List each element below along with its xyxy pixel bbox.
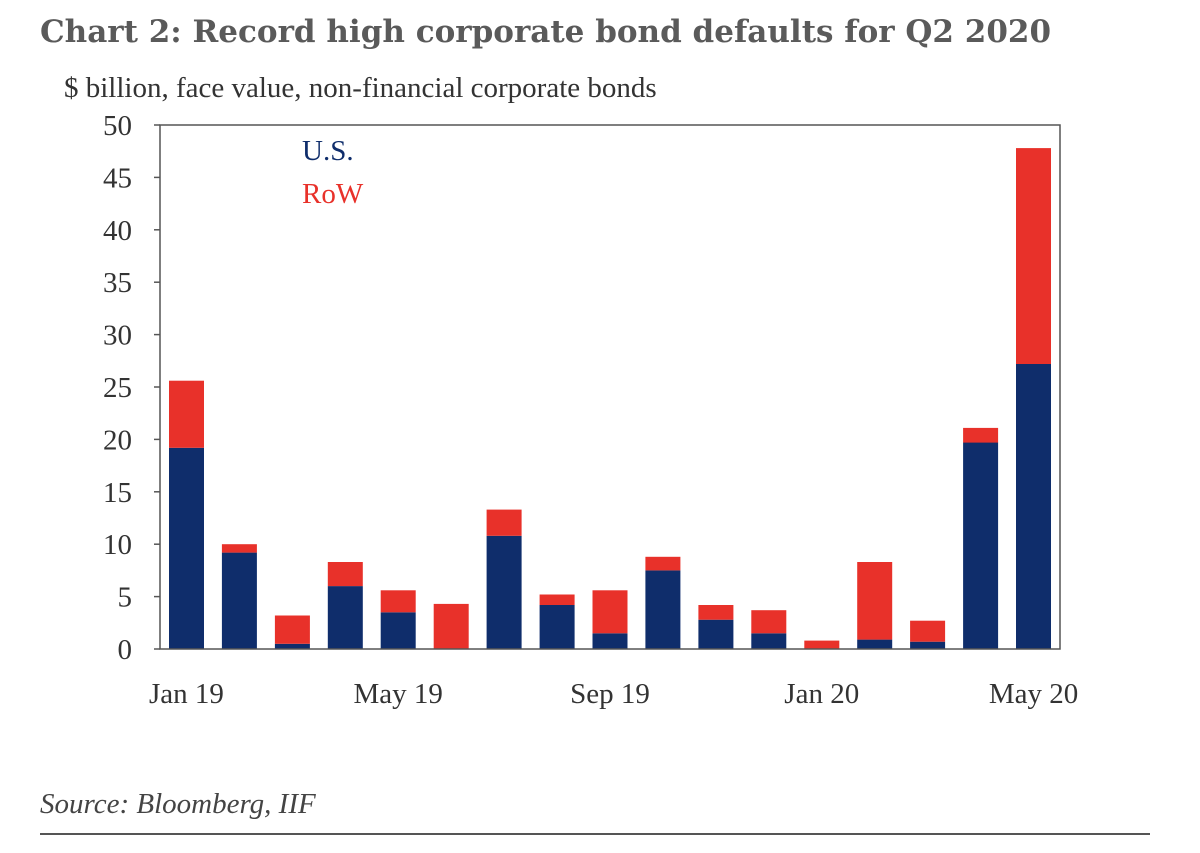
bar-us-jul-19 bbox=[486, 535, 522, 649]
y-tick-label: 50 bbox=[103, 110, 132, 142]
bar-row-mar-20 bbox=[910, 620, 946, 642]
footer-divider bbox=[40, 833, 1150, 835]
y-tick-label: 30 bbox=[103, 320, 132, 352]
x-tick-label: Jan 20 bbox=[784, 678, 859, 710]
bar-us-oct-19 bbox=[645, 570, 681, 649]
y-tick-label: 25 bbox=[103, 372, 132, 404]
bar-row-may-19 bbox=[380, 590, 416, 613]
y-tick-label: 45 bbox=[103, 162, 132, 194]
y-tick-label: 40 bbox=[103, 215, 132, 247]
bar-row-feb-19 bbox=[221, 544, 257, 553]
bar-us-may-19 bbox=[380, 612, 416, 649]
y-tick-label: 35 bbox=[103, 267, 132, 299]
bar-us-mar-20 bbox=[910, 641, 946, 649]
legend-us: U.S. bbox=[302, 135, 354, 167]
bar-us-nov-19 bbox=[698, 619, 734, 649]
plot-frame bbox=[159, 124, 1061, 650]
bar-us-mar-19 bbox=[274, 643, 310, 649]
x-tick-label: Sep 19 bbox=[570, 678, 650, 710]
x-tick-label: May 19 bbox=[354, 678, 443, 710]
bar-row-nov-19 bbox=[698, 605, 734, 620]
bar-row-dec-19 bbox=[751, 610, 787, 634]
bar-us-feb-20 bbox=[857, 639, 893, 649]
bar-row-jan-19 bbox=[169, 380, 204, 448]
bar-row-jun-19 bbox=[433, 603, 469, 649]
y-tick-label: 10 bbox=[103, 529, 132, 561]
bar-us-feb-19 bbox=[221, 552, 257, 649]
bar-row-jan-20 bbox=[804, 640, 840, 649]
chart-title: Chart 2: Record high corporate bond defa… bbox=[40, 14, 1052, 50]
y-tick-label: 0 bbox=[118, 634, 133, 666]
bar-row-aug-19 bbox=[539, 594, 575, 605]
bar-us-sep-19 bbox=[592, 633, 628, 649]
bar-row-oct-19 bbox=[645, 556, 681, 571]
bar-row-feb-20 bbox=[857, 562, 893, 640]
y-tick-label: 20 bbox=[103, 424, 132, 456]
bar-us-apr-20 bbox=[963, 442, 999, 649]
bar-us-dec-19 bbox=[751, 633, 787, 649]
x-tick-label: May 20 bbox=[989, 678, 1078, 710]
bar-row-mar-19 bbox=[274, 615, 310, 644]
bar-us-may-20 bbox=[1016, 363, 1051, 649]
bar-us-aug-19 bbox=[539, 605, 575, 649]
y-tick-label: 5 bbox=[118, 582, 133, 614]
bar-row-may-20 bbox=[1016, 148, 1051, 364]
legend-row: RoW bbox=[302, 178, 364, 210]
source-note: Source: Bloomberg, IIF bbox=[40, 788, 316, 820]
x-tick-label: Jan 19 bbox=[149, 678, 224, 710]
bar-us-apr-19 bbox=[327, 586, 363, 649]
bar-us-jan-19 bbox=[169, 447, 204, 649]
bar-row-jul-19 bbox=[486, 509, 522, 536]
bar-row-apr-20 bbox=[963, 427, 999, 443]
y-tick-label: 15 bbox=[103, 477, 132, 509]
chart-subtitle: $ billion, face value, non-financial cor… bbox=[64, 72, 657, 104]
bar-row-sep-19 bbox=[592, 590, 628, 634]
bar-row-apr-19 bbox=[327, 562, 363, 587]
